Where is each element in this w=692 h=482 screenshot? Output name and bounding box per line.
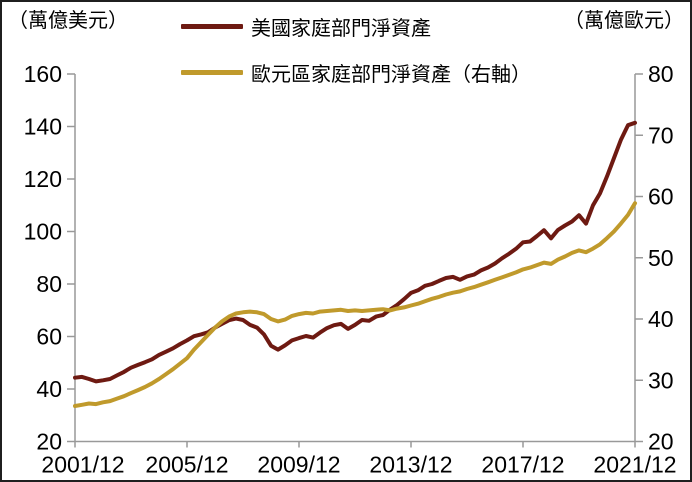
eurozone-line-swatch bbox=[181, 69, 243, 75]
left-axis-title: （萬億美元） bbox=[8, 10, 128, 32]
us-line-swatch bbox=[181, 23, 243, 29]
right-axis-tick-label: 60 bbox=[648, 184, 674, 210]
left-axis-tick-label: 80 bbox=[36, 271, 62, 297]
x-axis-tick-label: 2017/12 bbox=[481, 452, 564, 478]
right-axis-tick-label: 50 bbox=[648, 245, 674, 271]
left-axis-tick-label: 120 bbox=[24, 166, 62, 192]
left-axis-tick-label: 40 bbox=[36, 376, 62, 402]
x-axis-tick-label: 2009/12 bbox=[257, 452, 340, 478]
left-axis-tick-label: 100 bbox=[24, 219, 62, 245]
right-axis-tick-label: 80 bbox=[648, 61, 674, 87]
right-axis-tick-label: 40 bbox=[648, 306, 674, 332]
legend: 美國家庭部門淨資產 歐元區家庭部門淨資產（右軸） bbox=[181, 12, 531, 104]
right-axis-tick-label: 30 bbox=[648, 367, 674, 393]
left-axis-tick-label: 160 bbox=[24, 61, 62, 87]
us-net-worth-line bbox=[73, 120, 637, 384]
x-axis-tick-label: 2013/12 bbox=[369, 452, 452, 478]
left-axis-tick-label: 20 bbox=[36, 429, 62, 455]
eurozone-net-worth-line bbox=[73, 201, 637, 408]
right-axis-tick-label: 70 bbox=[648, 122, 674, 148]
left-axis-tick-label: 60 bbox=[36, 324, 62, 350]
legend-item-us: 美國家庭部門淨資產 bbox=[181, 12, 531, 40]
right-axis-tick-label: 20 bbox=[648, 429, 674, 455]
x-axis-tick-label: 2021/12 bbox=[593, 452, 676, 478]
x-axis-tick-label: 2001/12 bbox=[41, 452, 124, 478]
x-axis-tick-label: 2005/12 bbox=[145, 452, 228, 478]
legend-label-eurozone: 歐元區家庭部門淨資產（右軸） bbox=[251, 63, 531, 86]
right-axis-title: （萬億歐元） bbox=[564, 10, 684, 32]
legend-item-eurozone: 歐元區家庭部門淨資產（右軸） bbox=[181, 58, 531, 86]
left-axis-tick-label: 140 bbox=[24, 114, 62, 140]
legend-label-us: 美國家庭部門淨資產 bbox=[251, 17, 431, 40]
